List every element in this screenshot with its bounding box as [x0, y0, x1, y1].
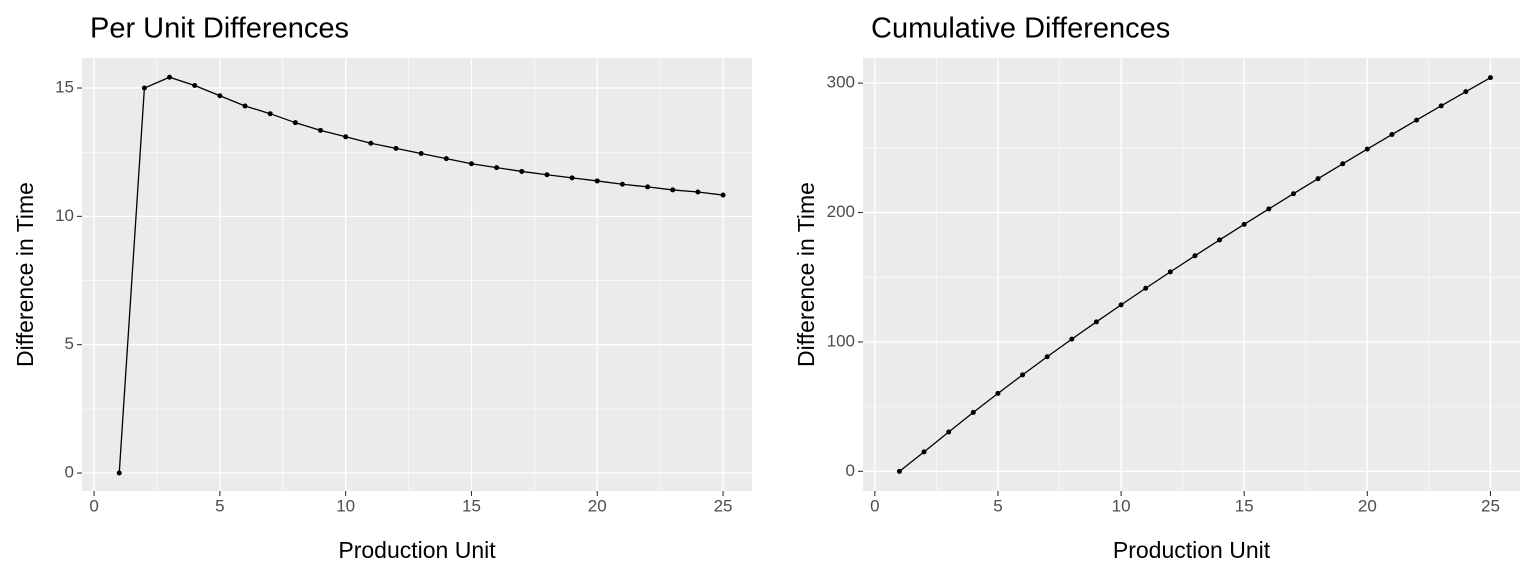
- x-tick-label: 5: [215, 496, 224, 515]
- point: [695, 189, 701, 195]
- y-tick-label: 100: [827, 331, 855, 350]
- y-tick-label: 200: [827, 202, 855, 221]
- x-tick-label: 20: [1358, 496, 1377, 515]
- point: [1020, 372, 1026, 378]
- point: [645, 184, 651, 190]
- x-tick-label: 20: [588, 496, 607, 515]
- point: [1093, 319, 1099, 325]
- point: [1389, 132, 1395, 138]
- point: [569, 175, 575, 181]
- point: [393, 145, 399, 151]
- y-tick-label: 300: [827, 73, 855, 92]
- x-tick-label: 0: [89, 496, 98, 515]
- point: [1143, 285, 1149, 291]
- y-axis-title: Difference in Time: [793, 182, 819, 367]
- point: [418, 150, 424, 156]
- point: [116, 470, 122, 476]
- x-tick-label: 15: [462, 496, 481, 515]
- point: [544, 172, 550, 178]
- x-tick-label: 25: [1481, 496, 1500, 515]
- panel-background: [863, 58, 1520, 491]
- x-tick-label: 25: [714, 496, 733, 515]
- point: [141, 85, 147, 91]
- point: [167, 74, 173, 80]
- point: [619, 181, 625, 187]
- x-axis-title: Production Unit: [338, 537, 496, 563]
- chart-title: Cumulative Differences: [871, 13, 1170, 45]
- point: [1217, 237, 1223, 243]
- point: [1266, 206, 1272, 212]
- x-axis-title: Production Unit: [1113, 537, 1271, 563]
- point: [217, 93, 223, 99]
- point: [1315, 176, 1321, 182]
- point: [1340, 161, 1346, 167]
- point: [1192, 253, 1198, 259]
- point: [921, 449, 927, 455]
- x-tick-label: 10: [1112, 496, 1131, 515]
- point: [343, 134, 349, 140]
- point: [242, 103, 248, 109]
- point: [1438, 103, 1444, 109]
- point: [995, 390, 1001, 396]
- x-tick-label: 10: [336, 496, 355, 515]
- point: [1290, 191, 1296, 197]
- y-tick-label: 0: [846, 461, 855, 480]
- point: [1487, 75, 1493, 81]
- point: [1241, 221, 1247, 227]
- point: [670, 187, 676, 193]
- point: [368, 140, 374, 146]
- point: [1414, 117, 1420, 123]
- point: [896, 468, 902, 474]
- point: [443, 156, 449, 162]
- point: [1118, 302, 1124, 308]
- point: [267, 111, 273, 117]
- point: [468, 161, 474, 167]
- y-tick-label: 15: [55, 78, 74, 97]
- point: [292, 120, 298, 126]
- point: [192, 82, 198, 88]
- point: [519, 168, 525, 174]
- point: [594, 178, 600, 184]
- point: [970, 409, 976, 415]
- y-axis-title: Difference in Time: [12, 182, 38, 367]
- point: [494, 165, 500, 171]
- x-tick-label: 0: [870, 496, 879, 515]
- point: [1069, 336, 1075, 342]
- x-tick-label: 5: [993, 496, 1002, 515]
- point: [1167, 269, 1173, 275]
- point: [1044, 354, 1050, 360]
- panel-background: [82, 58, 752, 491]
- point: [720, 192, 726, 198]
- point: [1463, 89, 1469, 95]
- y-tick-label: 10: [55, 206, 74, 225]
- y-tick-label: 5: [65, 334, 74, 353]
- point: [946, 429, 952, 435]
- chart-title: Per Unit Differences: [90, 13, 349, 45]
- point: [1364, 146, 1370, 152]
- x-tick-label: 15: [1235, 496, 1254, 515]
- y-tick-label: 0: [65, 463, 74, 482]
- point: [318, 127, 324, 133]
